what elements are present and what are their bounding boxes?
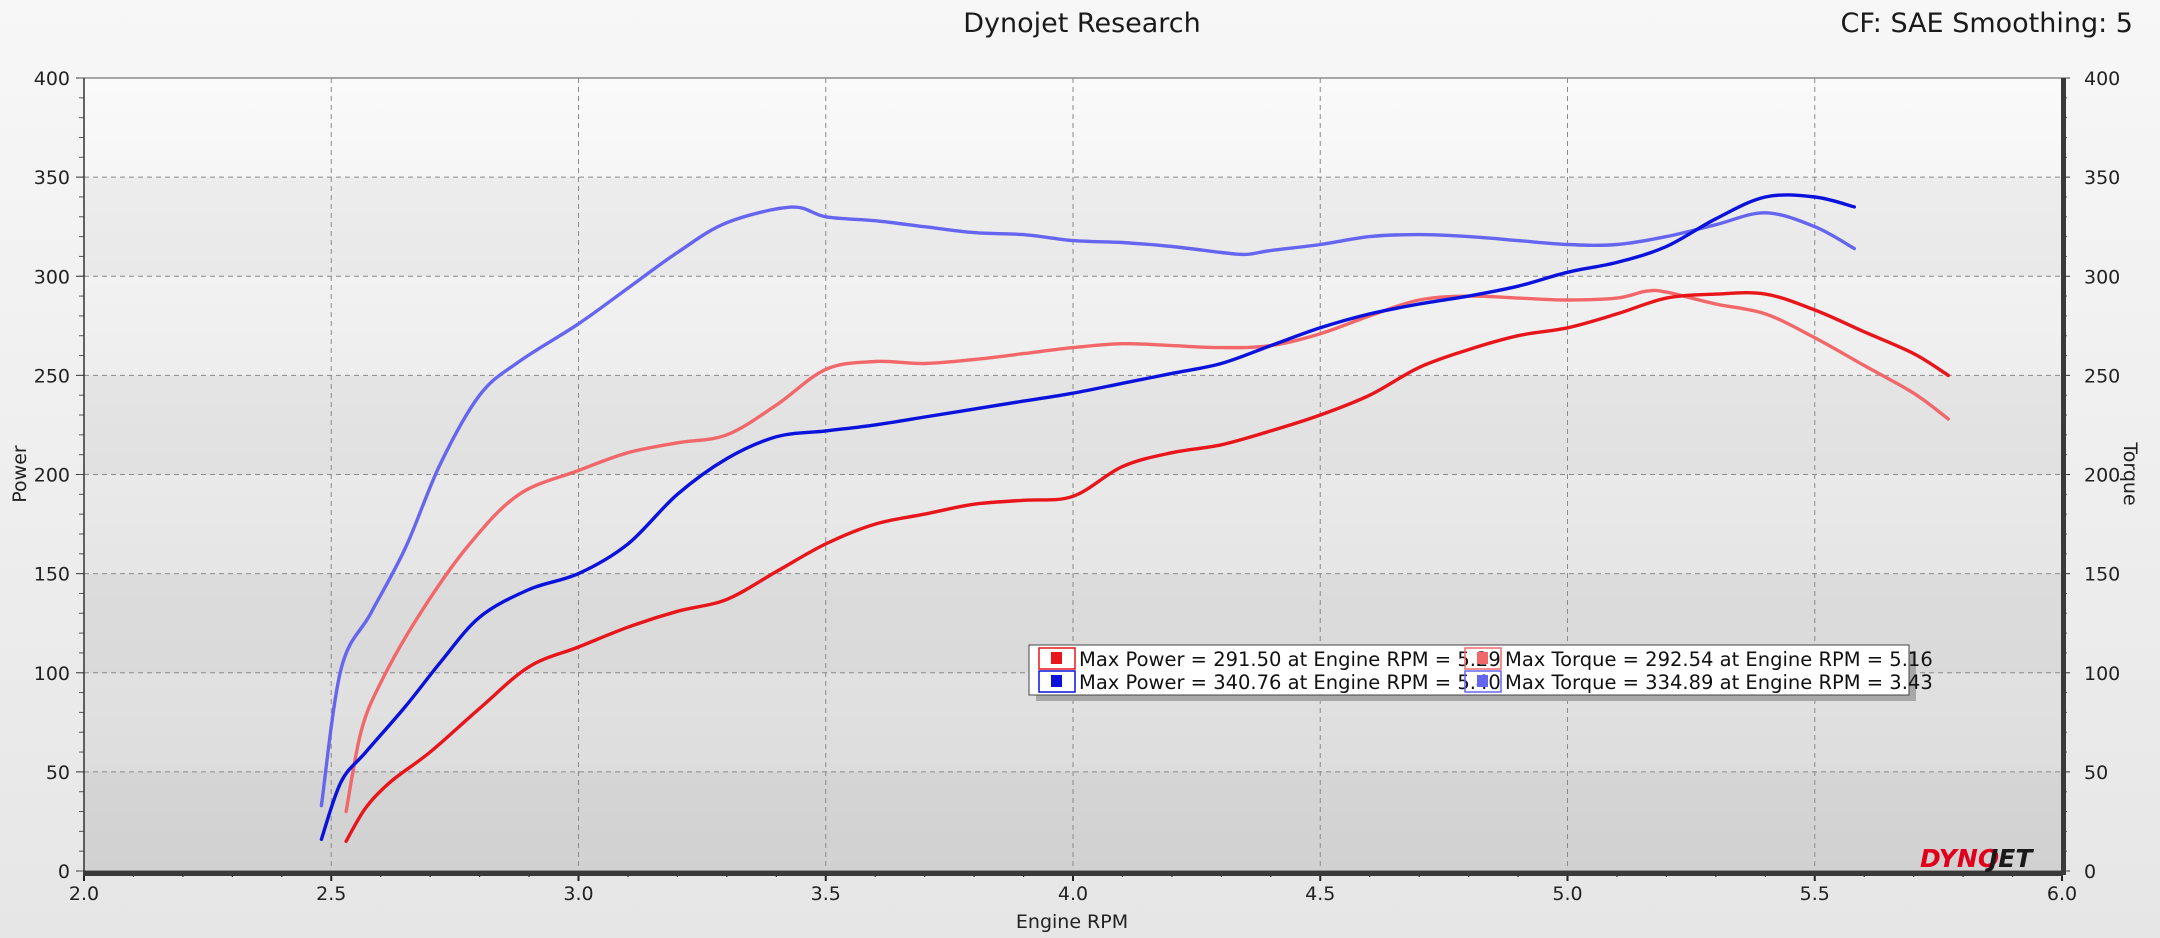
y-tick-label: 150: [34, 564, 70, 586]
y2-tick-label: 250: [2084, 365, 2120, 387]
legend-entry-power-2: Max Power = 340.76 at Engine RPM = 5.40: [1038, 670, 1501, 694]
legend-label: Max Torque = 292.54 at Engine RPM = 5.16: [1505, 648, 1933, 671]
y2-tick-label: 100: [2084, 663, 2120, 685]
dynojet-logo: DYNO JET: [1920, 844, 2034, 873]
y2-axis-bar: [2061, 78, 2066, 875]
y2-tick-label: 350: [2084, 167, 2120, 189]
y-tick-label: 300: [34, 266, 70, 288]
y2-tick-label: 300: [2084, 266, 2120, 288]
x-tick-label: 2.5: [316, 883, 346, 905]
legend-swatch: [1477, 675, 1488, 687]
x-tick-label: 4.5: [1305, 883, 1335, 905]
legend-box: [1028, 644, 1910, 696]
legend-label: Max Torque = 334.89 at Engine RPM = 3.43: [1505, 671, 1933, 694]
y-axis-label: Power: [9, 445, 31, 503]
logo-text-red: DYNO: [1920, 844, 1999, 873]
x-tick-label: 5.0: [1552, 883, 1582, 905]
series-line-power-run-1: [344, 291, 1950, 843]
legend-swatch: [1051, 675, 1062, 687]
y-tick-label: 250: [34, 365, 70, 387]
x-tick-label: 2.0: [69, 883, 99, 905]
settings-label: CF: SAE Smoothing: 5: [1840, 8, 2133, 39]
x-tick-label: 3.0: [563, 883, 593, 905]
legend-swatch: [1051, 652, 1062, 664]
legend: Max Power = 291.50 at Engine RPM = 5.29 …: [1028, 644, 1933, 701]
series-line-torque-run-2: [319, 205, 1856, 808]
legend-swatch-frame: [1038, 647, 1076, 670]
y-tick-label: 100: [34, 663, 70, 685]
tick-labels: 0 0 50 50 100 100 150 150 200 200 250 250 300 300 350 3…: [34, 68, 2121, 905]
y2-tick-label: 0: [2084, 861, 2096, 883]
series-line-torque-run-1: [344, 288, 1950, 814]
legend-label: Max Power = 340.76 at Engine RPM = 5.40: [1079, 671, 1501, 694]
y-tick-label: 0: [58, 861, 70, 883]
y2-tick-label: 150: [2084, 564, 2120, 586]
y2-tick-label: 400: [2084, 68, 2120, 90]
legend-entry-torque-2: Max Torque = 334.89 at Engine RPM = 3.43: [1464, 670, 1933, 694]
legend-swatch: [1477, 652, 1488, 664]
y2-tick-label: 200: [2084, 465, 2120, 487]
y-tick-label: 400: [34, 68, 70, 90]
legend-entry-power-1: Max Power = 291.50 at Engine RPM = 5.29: [1038, 647, 1501, 671]
x-axis-bar: [83, 871, 2063, 876]
y2-axis-label: Torque: [2119, 441, 2141, 505]
y-tick-label: 200: [34, 465, 70, 487]
series-lines: [319, 193, 1950, 843]
legend-swatch-frame: [1038, 670, 1076, 693]
x-tick-label: 6.0: [2047, 883, 2077, 905]
legend-swatch-frame: [1464, 670, 1502, 693]
x-axis-label: Engine RPM: [1016, 911, 1128, 933]
x-tick-label: 5.5: [1800, 883, 1830, 905]
y2-tick-label: 50: [2084, 762, 2108, 784]
series-line-power-run-2: [319, 193, 1856, 841]
y-tick-label: 50: [46, 762, 70, 784]
legend-swatch-frame: [1464, 647, 1502, 670]
legend-label: Max Power = 291.50 at Engine RPM = 5.29: [1079, 648, 1501, 671]
x-tick-label: 3.5: [811, 883, 841, 905]
x-tick-label: 4.0: [1058, 883, 1088, 905]
legend-entry-torque-1: Max Torque = 292.54 at Engine RPM = 5.16: [1464, 647, 1933, 671]
y-tick-label: 350: [34, 167, 70, 189]
axes-frame: [76, 77, 2070, 881]
chart-title: Dynojet Research: [963, 8, 1201, 39]
logo-text-dark: JET: [1984, 844, 2034, 873]
